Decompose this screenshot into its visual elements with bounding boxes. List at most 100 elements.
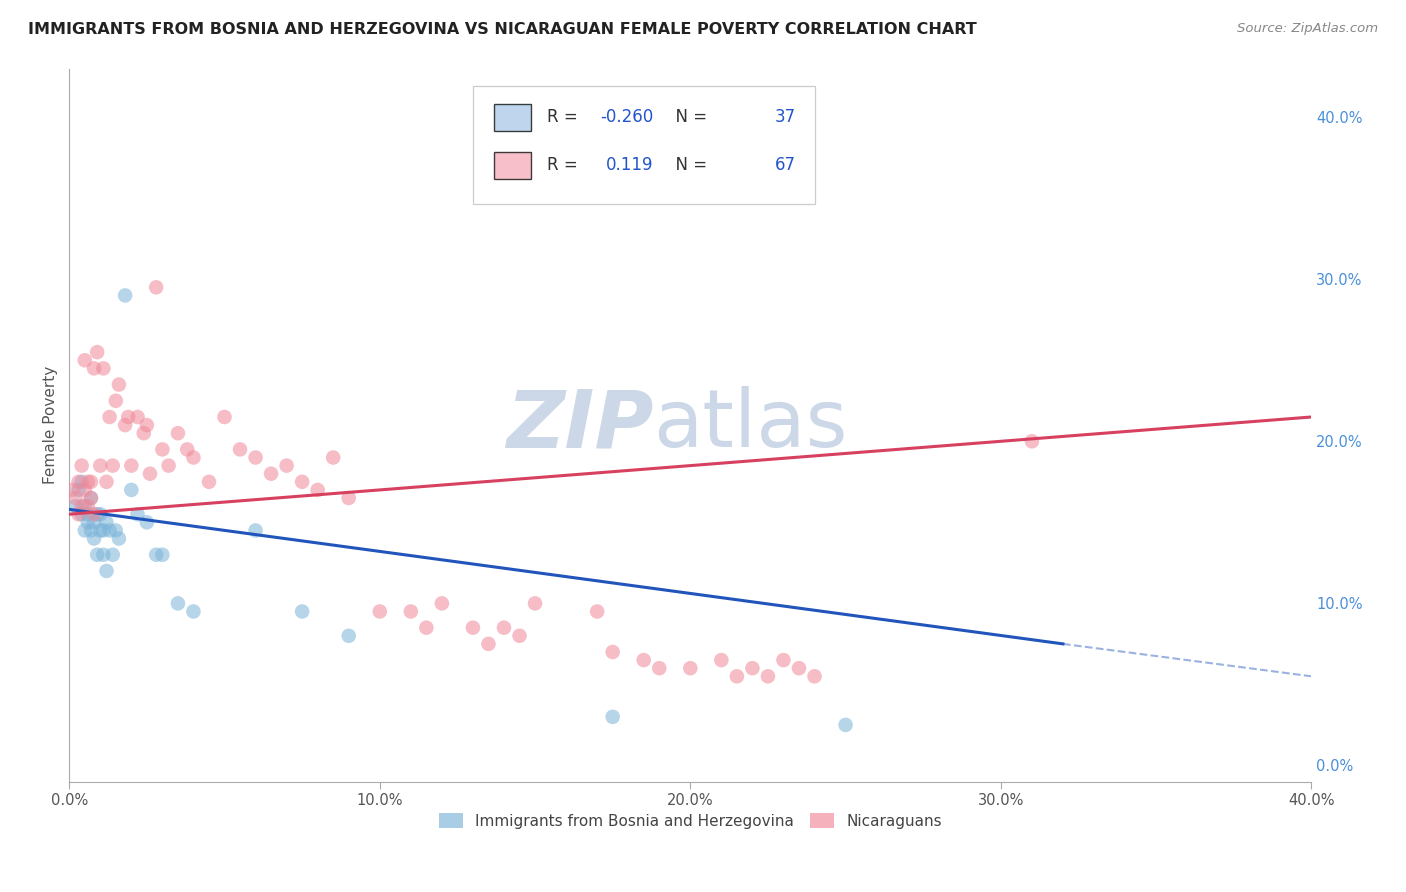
Point bbox=[127, 409, 149, 424]
Point bbox=[89, 458, 111, 473]
Point bbox=[337, 491, 360, 505]
Point bbox=[633, 653, 655, 667]
Point bbox=[65, 499, 87, 513]
Point bbox=[120, 483, 142, 497]
Text: atlas: atlas bbox=[652, 386, 848, 464]
Point bbox=[96, 475, 118, 489]
FancyBboxPatch shape bbox=[494, 104, 531, 131]
Point bbox=[260, 467, 283, 481]
Point bbox=[803, 669, 825, 683]
Point bbox=[508, 629, 530, 643]
Point bbox=[152, 442, 174, 457]
Point bbox=[157, 458, 180, 473]
Text: 37: 37 bbox=[775, 108, 796, 126]
Point bbox=[117, 409, 139, 424]
Point bbox=[114, 288, 136, 302]
Point bbox=[65, 491, 87, 505]
Point bbox=[73, 483, 96, 497]
Point bbox=[679, 661, 702, 675]
Point bbox=[89, 507, 111, 521]
Text: Source: ZipAtlas.com: Source: ZipAtlas.com bbox=[1237, 22, 1378, 36]
Point bbox=[104, 393, 127, 408]
Point bbox=[176, 442, 198, 457]
Text: IMMIGRANTS FROM BOSNIA AND HERZEGOVINA VS NICARAGUAN FEMALE POVERTY CORRELATION : IMMIGRANTS FROM BOSNIA AND HERZEGOVINA V… bbox=[28, 22, 977, 37]
Point bbox=[70, 458, 93, 473]
Text: R =: R = bbox=[547, 156, 583, 174]
Point bbox=[291, 475, 314, 489]
Point bbox=[167, 426, 190, 441]
Text: -0.260: -0.260 bbox=[600, 108, 652, 126]
Point bbox=[73, 524, 96, 538]
Point bbox=[229, 442, 252, 457]
Point bbox=[83, 361, 105, 376]
Point bbox=[67, 475, 90, 489]
Point bbox=[80, 475, 103, 489]
Point bbox=[76, 516, 98, 530]
Point bbox=[108, 532, 131, 546]
Point bbox=[477, 637, 499, 651]
Point bbox=[322, 450, 344, 465]
Point bbox=[787, 661, 810, 675]
Text: R =: R = bbox=[547, 108, 583, 126]
Point bbox=[756, 669, 779, 683]
Text: 0.119: 0.119 bbox=[606, 156, 652, 174]
Point bbox=[461, 621, 484, 635]
FancyBboxPatch shape bbox=[494, 152, 531, 179]
Point bbox=[430, 596, 453, 610]
Point bbox=[337, 629, 360, 643]
Point bbox=[70, 475, 93, 489]
Point bbox=[101, 458, 124, 473]
Point bbox=[167, 596, 190, 610]
Point bbox=[93, 361, 115, 376]
Point bbox=[96, 516, 118, 530]
Point bbox=[725, 669, 748, 683]
Point bbox=[83, 532, 105, 546]
Point bbox=[524, 596, 547, 610]
Point bbox=[80, 524, 103, 538]
Point bbox=[648, 661, 671, 675]
Point bbox=[104, 524, 127, 538]
Point bbox=[276, 458, 298, 473]
Point bbox=[492, 621, 515, 635]
Legend: Immigrants from Bosnia and Herzegovina, Nicaraguans: Immigrants from Bosnia and Herzegovina, … bbox=[433, 806, 948, 835]
Point bbox=[86, 548, 108, 562]
Text: N =: N = bbox=[665, 156, 713, 174]
Point bbox=[73, 353, 96, 368]
Point bbox=[245, 450, 267, 465]
Point bbox=[183, 450, 205, 465]
Point bbox=[80, 491, 103, 505]
Point bbox=[83, 516, 105, 530]
Point bbox=[132, 426, 155, 441]
Point bbox=[73, 499, 96, 513]
Point bbox=[834, 718, 856, 732]
Point bbox=[93, 524, 115, 538]
Point bbox=[145, 280, 167, 294]
Text: 67: 67 bbox=[775, 156, 796, 174]
Point bbox=[214, 409, 236, 424]
Text: N =: N = bbox=[665, 108, 713, 126]
FancyBboxPatch shape bbox=[472, 87, 814, 204]
Point bbox=[80, 491, 103, 505]
Point bbox=[67, 507, 90, 521]
Point bbox=[67, 483, 90, 497]
Point bbox=[83, 507, 105, 521]
Point bbox=[135, 418, 157, 433]
Point bbox=[139, 467, 162, 481]
Point bbox=[245, 524, 267, 538]
Point bbox=[152, 548, 174, 562]
Text: ZIP: ZIP bbox=[506, 386, 652, 464]
Point bbox=[98, 409, 121, 424]
Point bbox=[198, 475, 221, 489]
Point bbox=[108, 377, 131, 392]
Point bbox=[101, 548, 124, 562]
Point bbox=[76, 507, 98, 521]
Point bbox=[602, 645, 624, 659]
Point bbox=[93, 548, 115, 562]
Point bbox=[70, 499, 93, 513]
Point bbox=[89, 524, 111, 538]
Point bbox=[291, 605, 314, 619]
Point bbox=[76, 499, 98, 513]
Point bbox=[415, 621, 437, 635]
Point bbox=[120, 458, 142, 473]
Point bbox=[368, 605, 391, 619]
